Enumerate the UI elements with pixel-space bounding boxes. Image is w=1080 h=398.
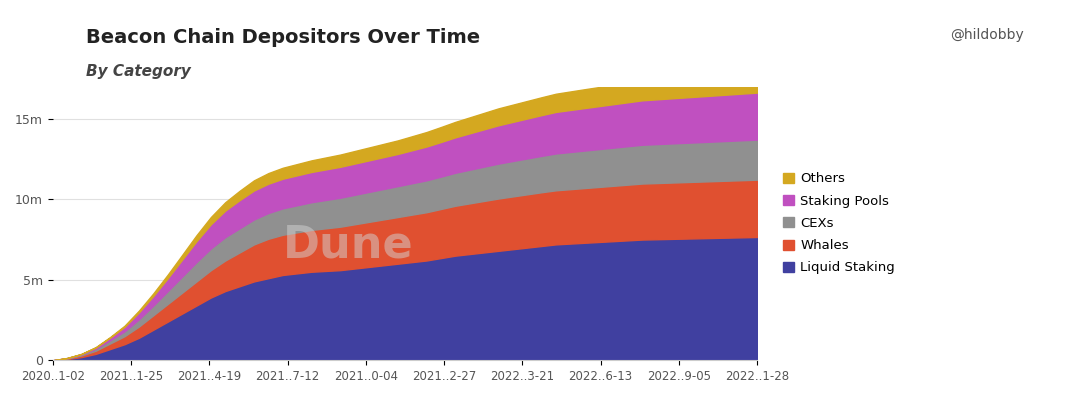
Text: By Category: By Category xyxy=(86,64,191,79)
Legend: Others, Staking Pools, CEXs, Whales, Liquid Staking: Others, Staking Pools, CEXs, Whales, Liq… xyxy=(778,167,901,280)
Text: @hildobby: @hildobby xyxy=(950,28,1024,42)
Text: Dune: Dune xyxy=(283,224,414,267)
Text: Beacon Chain Depositors Over Time: Beacon Chain Depositors Over Time xyxy=(86,28,481,47)
